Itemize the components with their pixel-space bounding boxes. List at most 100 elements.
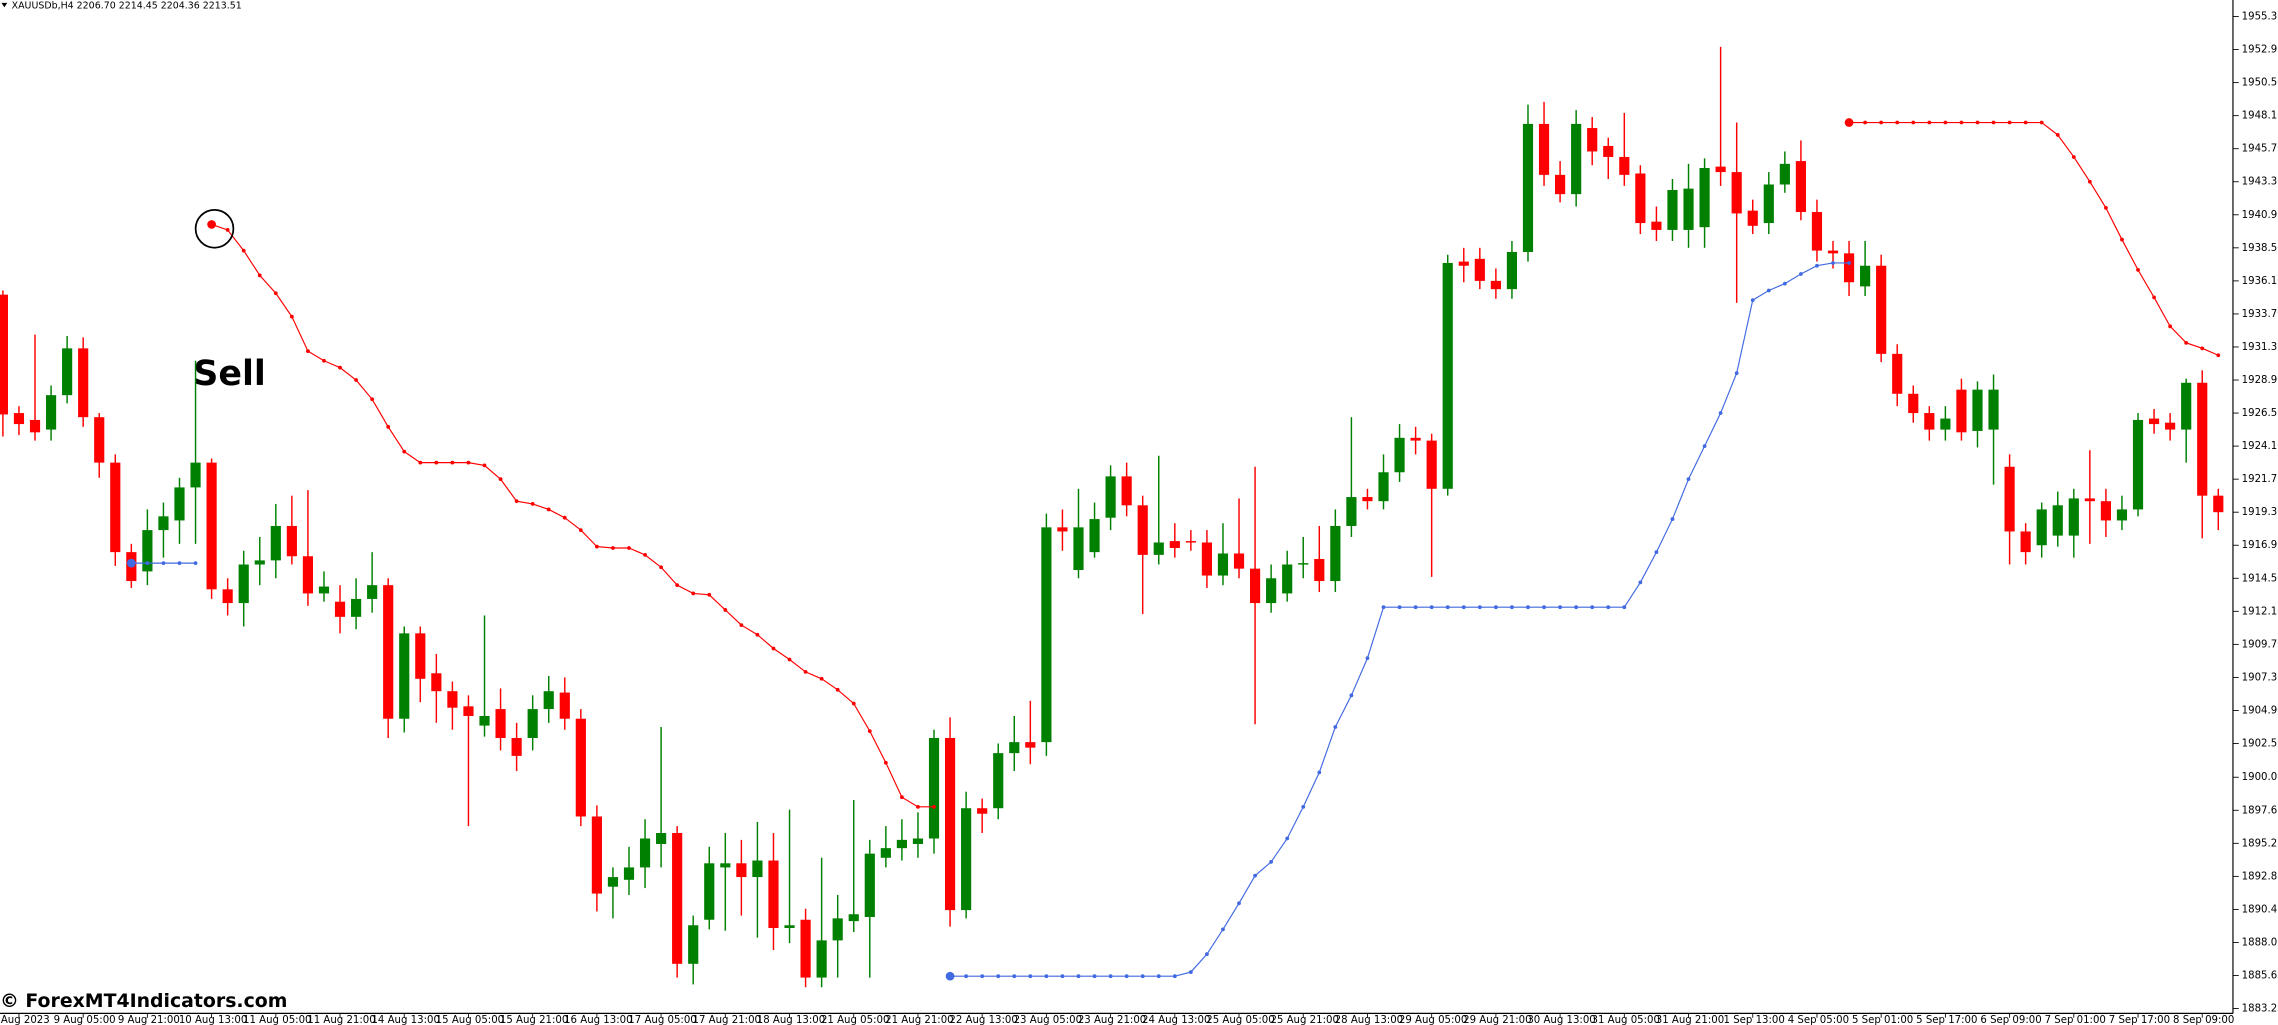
candle-body [1795, 161, 1806, 213]
candle-body [1233, 553, 1245, 569]
indicator-dot [225, 228, 230, 232]
candle-body [2068, 498, 2079, 536]
candle-body [639, 838, 651, 868]
candle-body [415, 633, 426, 679]
candle-body [591, 816, 602, 894]
y-tick-label: 1931.30 [2242, 342, 2278, 353]
x-tick-label: 17 Aug 21:00 [693, 1015, 761, 1025]
x-tick-label: 8 Sep 09:00 [2173, 1015, 2234, 1025]
indicator-dot [707, 592, 712, 597]
candle-body [1731, 172, 1742, 214]
candle-body [367, 585, 378, 599]
candle-body [1298, 563, 1309, 565]
candle-body [1121, 476, 1132, 506]
candle-body [45, 395, 57, 430]
candle-body [848, 914, 859, 922]
candle-body [1892, 353, 1903, 394]
indicator-dot [1317, 770, 1322, 775]
candle-body [1667, 190, 1678, 230]
indicator-dot [1156, 974, 1161, 979]
x-tick-label: 10 Aug 13:00 [179, 1015, 247, 1025]
indicator-dot [1879, 120, 1884, 125]
candle-body [1057, 527, 1068, 532]
indicator-dot [402, 449, 407, 454]
indicator-dot [739, 623, 744, 627]
x-tick-label: 1 Sep 13:00 [1724, 1015, 1785, 1025]
x-tick-label: 21 Aug 05:00 [821, 1015, 889, 1025]
candle-body [1249, 568, 1261, 604]
candle-body [254, 560, 265, 565]
candle-body [2148, 418, 2160, 425]
y-tick-label: 1940.90 [2242, 210, 2278, 221]
indicator-dot [354, 378, 358, 382]
indicator-dot [530, 502, 535, 506]
candle-body [142, 530, 153, 572]
candle-body [1169, 541, 1180, 548]
candle-body [1603, 145, 1614, 157]
x-tick-label: 31 Aug 21:00 [1656, 1015, 1724, 1025]
candle-body [1217, 553, 1229, 576]
candle-body [2100, 501, 2111, 521]
candle-body [1490, 280, 1501, 290]
y-tick-label: 1948.10 [2242, 111, 2278, 122]
candle-body [350, 598, 362, 617]
candle-body [2004, 466, 2015, 532]
indicator-dot [1558, 605, 1562, 610]
indicator-dot [916, 804, 920, 809]
candle-body [1651, 221, 1662, 230]
indicator-dot [386, 424, 391, 429]
candle-body [1282, 564, 1293, 594]
indicator-dot [145, 561, 150, 566]
indicator-dot [1413, 605, 1418, 610]
candle-body [1442, 262, 1453, 489]
indicator-dot [1782, 281, 1787, 286]
indicator-dot [883, 760, 888, 765]
indicator-dot [1445, 605, 1450, 610]
candle-body [110, 462, 121, 553]
candle-body [768, 860, 779, 929]
candle-body [816, 940, 827, 978]
indicator-dot [2216, 353, 2221, 358]
candle-body [993, 753, 1004, 809]
indicator-dot [1493, 605, 1498, 610]
indicator-dot [1927, 120, 1932, 125]
indicator-dot [803, 670, 808, 674]
candle-body [607, 877, 619, 887]
candle-body [1715, 166, 1726, 173]
candle-body [1346, 497, 1357, 526]
candle-body [1009, 742, 1020, 754]
candle-body [479, 715, 490, 726]
y-tick-label: 1933.70 [2242, 309, 2278, 320]
x-tick-label: 15 Aug 21:00 [500, 1015, 568, 1025]
x-tick-label: 29 Aug 05:00 [1399, 1015, 1467, 1025]
indicator-dot [2087, 179, 2092, 184]
indicator-dot [1542, 605, 1546, 610]
x-tick-label: 24 Aug 13:00 [1142, 1015, 1210, 1025]
indicator-dot [1574, 605, 1579, 610]
indicator-dot [755, 632, 760, 637]
candle-body [1747, 210, 1758, 226]
x-tick-label: 9 Aug 21:00 [118, 1015, 180, 1025]
indicator-dot [2039, 120, 2044, 125]
y-tick-label: 1950.50 [2242, 78, 2278, 89]
indicator-dot [1140, 974, 1145, 979]
candle-body [2116, 509, 2128, 521]
indicator-dot [851, 701, 856, 706]
watermark: © ForexMT4Indicators.com [0, 990, 287, 1012]
candle-body [672, 833, 683, 964]
indicator-dot [2007, 120, 2012, 125]
indicator-dot [338, 365, 342, 370]
indicator-dot [2152, 295, 2156, 300]
y-tick-label: 1926.50 [2242, 408, 2278, 419]
indicator-dot [1285, 836, 1290, 841]
indicator-dot [322, 358, 326, 363]
candle-body [1619, 156, 1630, 175]
indicator-dot [1943, 120, 1948, 125]
indicator-dot [1381, 605, 1386, 610]
indicator-dot [466, 460, 471, 465]
indicator-signal-dot [207, 220, 216, 229]
candle-body [656, 833, 667, 845]
y-tick-label: 1895.25 [2242, 838, 2278, 849]
x-tick-label: 21 Aug 21:00 [885, 1015, 953, 1025]
indicator-dot [1237, 901, 1241, 906]
